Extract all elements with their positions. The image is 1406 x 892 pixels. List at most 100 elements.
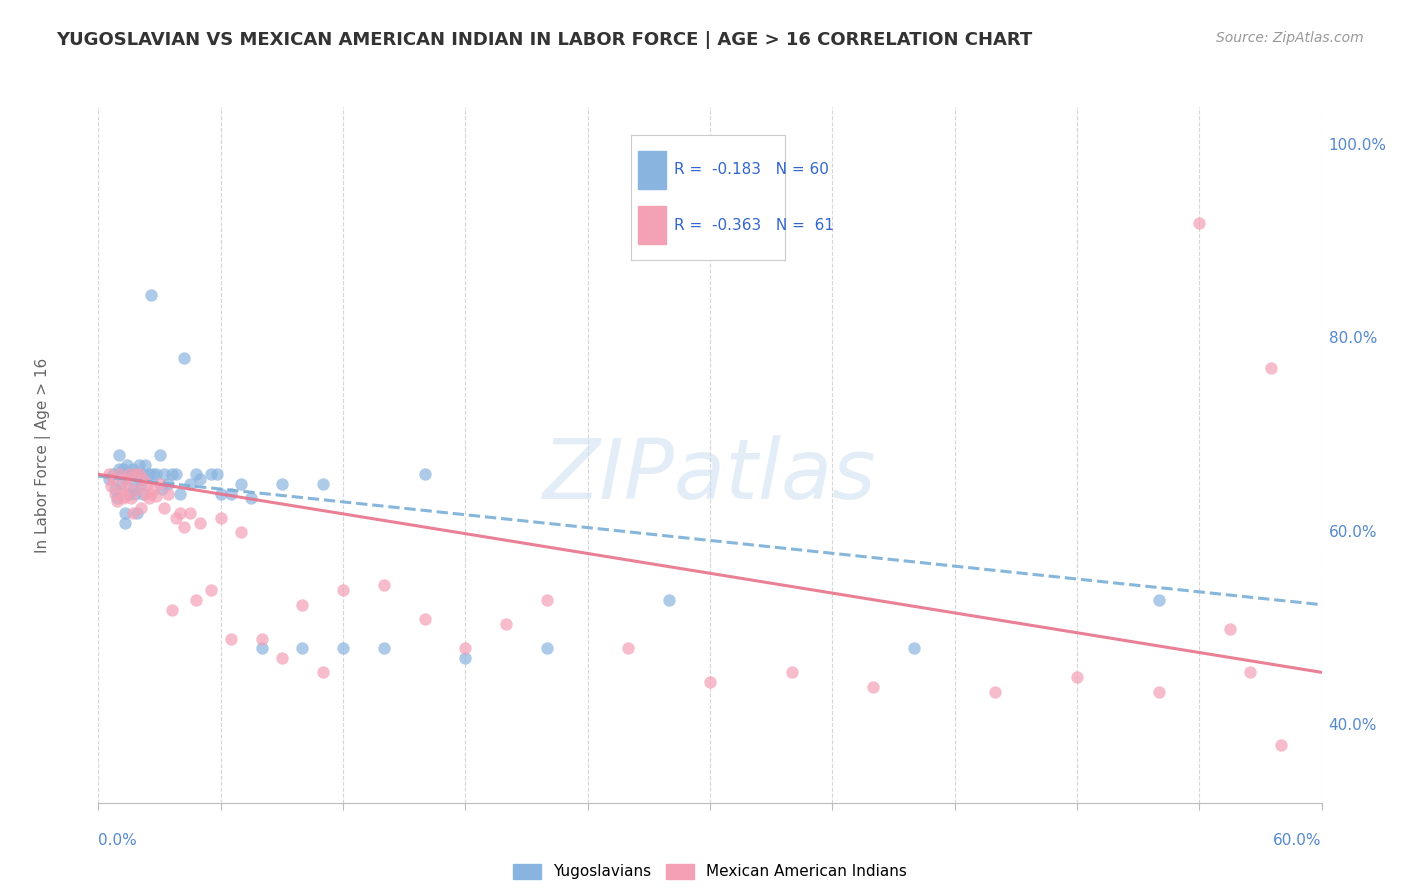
- Point: [165, 467, 187, 482]
- Point: [122, 462, 145, 476]
- Point: [132, 486, 155, 500]
- Text: 100.0%: 100.0%: [1329, 138, 1386, 153]
- Point: [209, 486, 232, 500]
- Point: [1066, 670, 1088, 684]
- Point: [127, 506, 149, 520]
- Point: [134, 458, 156, 472]
- Point: [312, 665, 335, 680]
- Point: [373, 578, 395, 592]
- Text: YUGOSLAVIAN VS MEXICAN AMERICAN INDIAN IN LABOR FORCE | AGE > 16 CORRELATION CHA: YUGOSLAVIAN VS MEXICAN AMERICAN INDIAN I…: [56, 31, 1032, 49]
- Point: [105, 491, 128, 506]
- Point: [1147, 684, 1170, 698]
- Point: [152, 467, 174, 482]
- Point: [862, 680, 884, 694]
- Point: [231, 525, 253, 540]
- Point: [209, 510, 232, 524]
- Point: [536, 641, 558, 656]
- Point: [413, 467, 436, 482]
- Text: R =  -0.183   N = 60: R = -0.183 N = 60: [673, 162, 828, 178]
- Point: [413, 612, 436, 626]
- Point: [132, 472, 155, 486]
- Point: [454, 651, 477, 665]
- Point: [100, 479, 122, 493]
- Point: [132, 467, 155, 482]
- Point: [136, 476, 159, 491]
- Point: [1219, 622, 1241, 636]
- Point: [454, 641, 477, 656]
- Point: [179, 476, 201, 491]
- Point: [169, 486, 191, 500]
- Text: ZIPatlas: ZIPatlas: [543, 435, 877, 516]
- Point: [699, 675, 721, 690]
- Bar: [638, 206, 666, 244]
- Point: [108, 462, 131, 476]
- Point: [97, 472, 120, 486]
- Point: [127, 482, 149, 496]
- Point: [110, 476, 132, 491]
- Point: [1260, 361, 1282, 376]
- Point: [104, 482, 127, 496]
- Point: [150, 482, 173, 496]
- Point: [101, 467, 124, 482]
- Point: [149, 476, 172, 491]
- Point: [903, 641, 925, 656]
- Point: [128, 467, 150, 482]
- Point: [142, 467, 165, 482]
- Point: [200, 467, 222, 482]
- Point: [97, 467, 120, 482]
- Point: [984, 684, 1007, 698]
- Point: [145, 467, 167, 482]
- Point: [165, 510, 187, 524]
- Point: [231, 476, 253, 491]
- Point: [160, 467, 183, 482]
- Point: [188, 472, 212, 486]
- Point: [156, 476, 179, 491]
- Point: [129, 476, 152, 491]
- Point: [332, 583, 354, 598]
- Point: [114, 506, 136, 520]
- Text: In Labor Force | Age > 16: In Labor Force | Age > 16: [35, 358, 52, 552]
- Text: R =  -0.363   N =  61: R = -0.363 N = 61: [673, 218, 834, 233]
- Point: [186, 592, 208, 607]
- Point: [141, 486, 163, 500]
- Text: 0.0%: 0.0%: [98, 833, 138, 848]
- Point: [118, 472, 141, 486]
- Point: [111, 462, 134, 476]
- Point: [536, 592, 558, 607]
- Point: [129, 501, 152, 516]
- Point: [128, 472, 150, 486]
- Point: [179, 506, 201, 520]
- Point: [118, 467, 141, 482]
- Point: [124, 467, 146, 482]
- Point: [240, 491, 263, 506]
- Point: [219, 632, 242, 646]
- Point: [160, 602, 183, 616]
- Point: [127, 467, 149, 482]
- Point: [780, 665, 803, 680]
- Point: [138, 467, 160, 482]
- Point: [108, 467, 131, 482]
- Bar: [638, 151, 666, 189]
- Point: [134, 486, 156, 500]
- Point: [173, 520, 195, 534]
- Point: [142, 482, 165, 496]
- Point: [188, 516, 212, 530]
- Point: [270, 476, 294, 491]
- Point: [115, 479, 138, 493]
- Point: [120, 467, 142, 482]
- Point: [122, 482, 145, 496]
- Text: Source: ZipAtlas.com: Source: ZipAtlas.com: [1216, 31, 1364, 45]
- Point: [332, 641, 354, 656]
- Point: [120, 491, 142, 506]
- Point: [373, 641, 395, 656]
- Point: [291, 598, 314, 612]
- Text: 80.0%: 80.0%: [1329, 332, 1376, 346]
- Point: [1270, 738, 1292, 752]
- Point: [169, 506, 191, 520]
- Point: [101, 472, 124, 486]
- Legend: Yugoslavians, Mexican American Indians: Yugoslavians, Mexican American Indians: [508, 857, 912, 886]
- Point: [110, 482, 132, 496]
- Point: [118, 486, 141, 500]
- Point: [124, 467, 146, 482]
- Point: [111, 491, 134, 506]
